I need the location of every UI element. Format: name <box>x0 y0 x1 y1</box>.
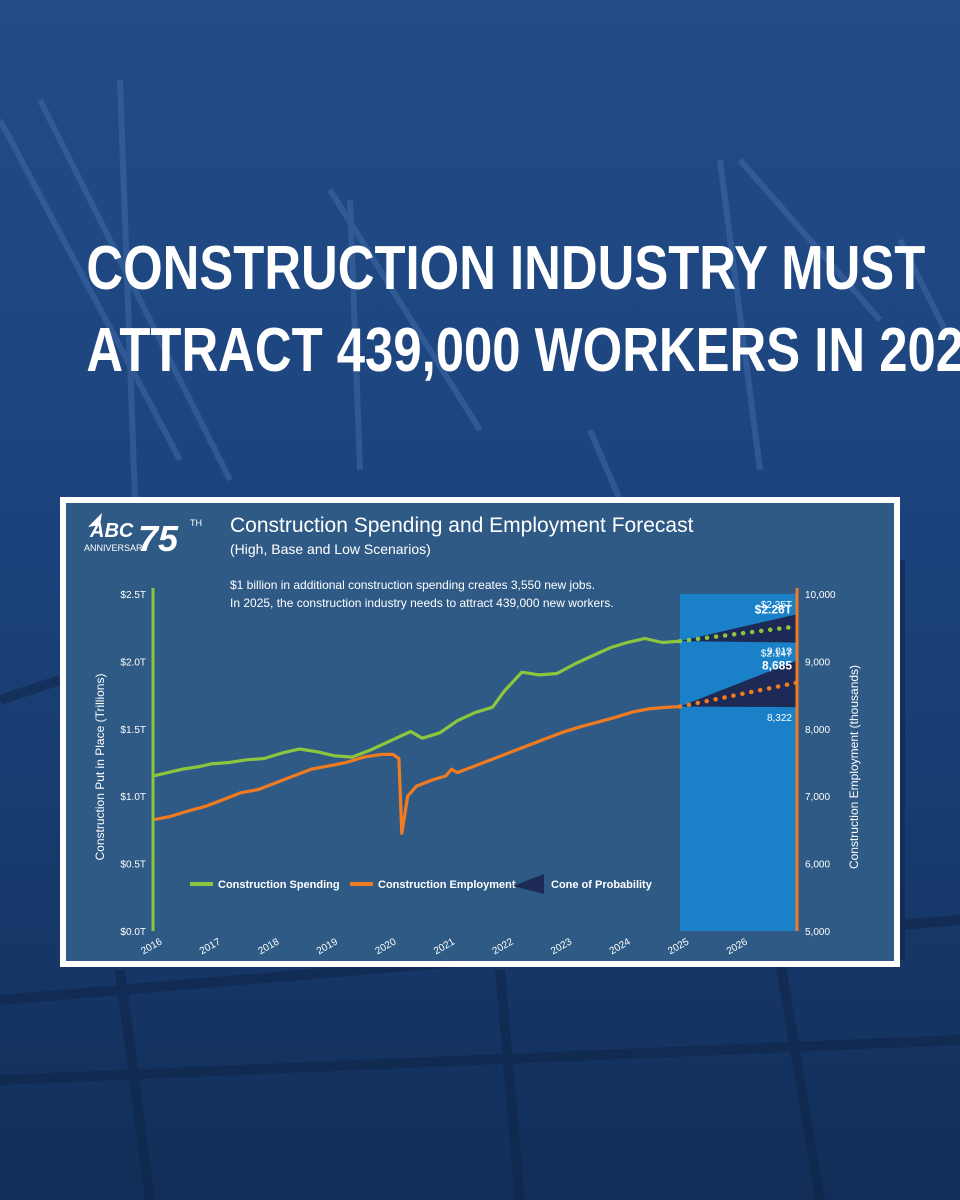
forecast-high-label: $2.35T <box>761 600 792 611</box>
headline-line-1: CONSTRUCTION INDUSTRY MUST <box>86 234 926 303</box>
legend-swatch-cone <box>513 874 544 894</box>
cone-of-probability <box>679 614 797 643</box>
logo-number: 75 <box>138 518 179 559</box>
chart-subtitle: (High, Base and Low Scenarios) <box>230 541 431 557</box>
y-right-tick-label: 7,000 <box>805 792 830 803</box>
logo-brand: ABC <box>89 520 134 542</box>
cones-of-probability <box>679 614 797 708</box>
y-left-tick-label: $1.0T <box>120 792 146 803</box>
headline-line-2: ATTRACT 439,000 WORKERS IN 2025 <box>86 316 960 385</box>
forecast-high-label: 9,013 <box>767 647 792 658</box>
legend: Construction Spending Construction Emplo… <box>190 874 653 894</box>
y-right-tick-label: 9,000 <box>805 657 830 668</box>
y-left-tick-label: $2.5T <box>120 590 146 601</box>
forecast-base-label: 8,685 <box>762 659 792 673</box>
y-left-tick-label: $2.0T <box>120 657 146 668</box>
series-lines <box>152 636 681 835</box>
y-right-axis-label: Construction Employment (thousands) <box>847 665 861 869</box>
logo-flag-icon <box>88 513 102 527</box>
y-left-tick-labels: $0.0T $0.5T $1.0T $1.5T $2.0T $2.5T <box>120 590 146 938</box>
abc-75th-logo: ABC 75 TH ANNIVERSARY <box>84 513 202 559</box>
cone-of-probability <box>679 660 797 708</box>
forecast-chart: ABC 75 TH ANNIVERSARY Construction Spend… <box>66 503 894 961</box>
legend-label-employment: Construction Employment <box>378 879 516 891</box>
spending-line <box>152 636 681 778</box>
y-right-tick-label: 6,000 <box>805 860 830 871</box>
forecast-band <box>679 594 797 931</box>
y-left-tick-label: $0.0T <box>120 927 146 938</box>
forecast-low-label: $2.14T <box>761 649 792 660</box>
forecast-base-lines <box>677 624 800 709</box>
forecast-base-label: $2.26T <box>755 602 793 616</box>
chart-annotation-1: $1 billion in additional construction sp… <box>230 578 595 592</box>
y-right-tick-label: 10,000 <box>805 590 836 601</box>
spending-forecast-base <box>677 624 800 644</box>
logo-tagline: ANNIVERSARY <box>84 543 148 553</box>
y-right-tick-label: 8,000 <box>805 725 830 736</box>
chart-card: ABC 75 TH ANNIVERSARY Construction Spend… <box>60 497 900 967</box>
logo-superscript: TH <box>190 518 202 528</box>
employment-forecast-base <box>677 680 800 709</box>
chart-annotation-2: In 2025, the construction industry needs… <box>230 596 614 610</box>
headline: CONSTRUCTION INDUSTRY MUST ATTRACT 439,0… <box>86 228 960 392</box>
forecast-low-label: 8,322 <box>767 713 792 724</box>
chart-title: Construction Spending and Employment For… <box>230 514 694 537</box>
y-right-tick-label: 5,000 <box>805 927 830 938</box>
employment-line <box>152 705 680 835</box>
y-right-tick-labels: 5,000 6,000 7,000 8,000 9,000 10,000 <box>805 590 836 938</box>
y-left-tick-label: $0.5T <box>120 860 146 871</box>
y-left-tick-label: $1.5T <box>120 725 146 736</box>
legend-label-spending: Construction Spending <box>218 879 340 891</box>
y-left-axis-label: Construction Put in Place (Trillions) <box>93 674 107 861</box>
legend-label-cone: Cone of Probability <box>551 879 653 891</box>
